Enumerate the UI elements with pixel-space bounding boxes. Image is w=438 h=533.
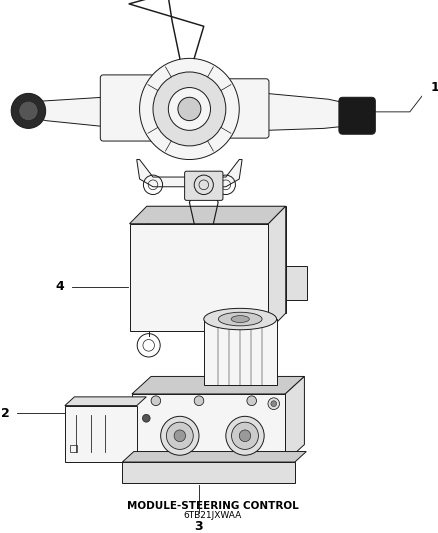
Text: 1: 1: [431, 81, 438, 94]
Polygon shape: [132, 376, 304, 394]
Circle shape: [174, 430, 186, 442]
Text: 6TB21JXWAA: 6TB21JXWAA: [183, 511, 241, 520]
Circle shape: [153, 72, 226, 146]
Ellipse shape: [219, 312, 262, 326]
Circle shape: [161, 416, 199, 455]
Circle shape: [11, 93, 46, 128]
Circle shape: [247, 396, 257, 406]
Text: 4: 4: [56, 280, 64, 294]
Circle shape: [142, 414, 150, 422]
Circle shape: [19, 101, 38, 120]
FancyBboxPatch shape: [100, 75, 154, 141]
Polygon shape: [137, 159, 242, 187]
Circle shape: [168, 87, 211, 131]
Circle shape: [232, 422, 258, 449]
FancyBboxPatch shape: [223, 79, 269, 138]
Ellipse shape: [231, 316, 249, 322]
Circle shape: [239, 430, 251, 442]
Bar: [65, 406, 137, 462]
Circle shape: [268, 398, 279, 409]
Polygon shape: [122, 451, 306, 462]
Circle shape: [166, 422, 193, 449]
Polygon shape: [285, 376, 304, 462]
Text: 3: 3: [194, 520, 203, 533]
Bar: [70, 445, 77, 453]
Polygon shape: [65, 397, 146, 406]
Polygon shape: [266, 93, 354, 131]
Circle shape: [226, 416, 264, 455]
Circle shape: [178, 97, 201, 120]
Text: MODULE-STEERING CONTROL: MODULE-STEERING CONTROL: [127, 501, 298, 511]
Polygon shape: [147, 206, 286, 313]
FancyBboxPatch shape: [339, 97, 375, 134]
Bar: [130, 224, 268, 330]
Text: 2: 2: [1, 407, 10, 420]
Bar: [204, 319, 277, 385]
FancyBboxPatch shape: [185, 171, 223, 200]
Polygon shape: [28, 97, 103, 126]
Circle shape: [271, 401, 277, 407]
Bar: [122, 462, 295, 483]
Bar: [132, 394, 285, 462]
Circle shape: [194, 396, 204, 406]
Circle shape: [151, 396, 161, 406]
Polygon shape: [268, 206, 286, 330]
Bar: [286, 265, 307, 300]
Ellipse shape: [204, 309, 277, 330]
Circle shape: [140, 58, 239, 159]
Polygon shape: [130, 206, 286, 224]
